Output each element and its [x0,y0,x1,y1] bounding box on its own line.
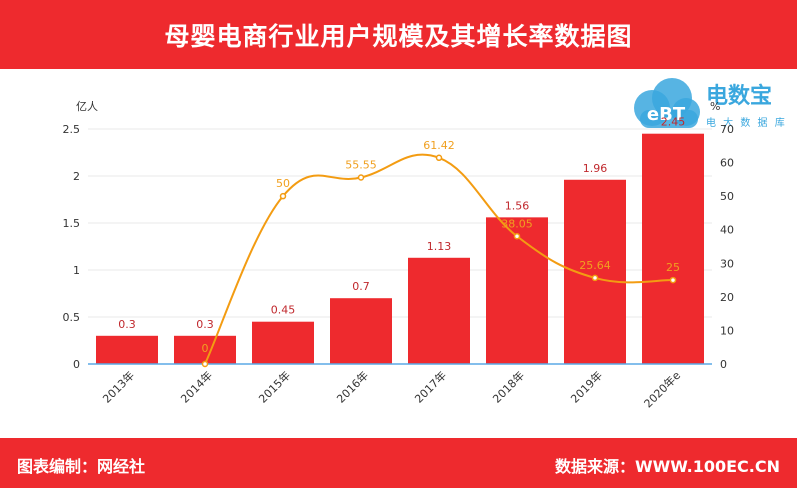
logo-name: 电数宝 [706,84,773,109]
title-banner: 母婴电商行业用户规模及其增长率数据图 [0,0,797,69]
right-tick-label: 10 [720,324,734,337]
bar [330,298,392,364]
category-label: 2013年 [100,368,137,405]
chart: 0 0.5 1 1.5 2 2.5 0 10 20 30 40 50 60 70 亿人 % 0.3 0.3 0.45… [63,100,735,410]
category-label: 2019年 [568,368,605,405]
bar-value-label: 0.45 [271,304,296,317]
growth-rate-label: 25 [666,261,680,274]
growth-rate-point [669,276,677,284]
growth-rate-point [357,174,365,181]
logo-subtitle: 电 大 数 据 库 [706,118,787,129]
bar [486,217,548,364]
left-axis-unit: 亿人 [76,100,98,113]
logo: eBT 电数宝 电 大 数 据 库 [626,74,796,136]
right-axis-unit: % [710,100,720,113]
right-tick-label: 40 [720,224,734,237]
left-tick-label: 0 [73,358,80,371]
bar-value-label: 1.96 [583,162,608,175]
left-tick-label: 1.5 [63,217,81,230]
left-tick-label: 0.5 [63,311,81,324]
chart-title: 母婴电商行业用户规模及其增长率数据图 [164,21,633,51]
footer-source: 数据来源：WWW.100EC.CN [554,457,780,476]
category-label: 2020年e [641,368,683,410]
growth-rate-point [435,154,443,162]
right-tick-label: 70 [720,123,734,136]
category-label: 2014年 [178,368,215,405]
right-tick-label: 20 [720,291,734,304]
growth-rate-point [513,233,521,240]
bar [642,133,704,364]
growth-rate-point [591,274,599,282]
cloud-logo-icon: eBT [634,78,700,128]
right-tick-label: 30 [720,257,734,270]
right-tick-label: 60 [720,157,734,170]
growth-rate-point [279,192,287,200]
right-tick-label: 50 [720,190,734,203]
growth-rate-label: 61.42 [423,139,455,152]
growth-rate-label: 38.05 [501,217,533,230]
left-tick-label: 2 [73,170,80,183]
logo-mark: eBT [647,104,686,125]
bar-value-label: 1.13 [427,240,452,253]
bar [174,335,236,364]
right-tick-label: 0 [720,358,727,371]
growth-rate-label: 55.55 [345,159,377,172]
bar-value-label: 0.3 [196,318,214,331]
category-label: 2018年 [490,368,527,405]
left-tick-label: 2.5 [63,123,81,136]
category-label: 2017年 [412,368,449,405]
growth-rate-label: 0 [202,342,209,355]
bar-value-label: 0.3 [118,318,136,331]
bar-value-label: 0.7 [352,280,370,293]
footer-credit: 图表编制：网经社 [17,457,146,476]
footer-banner: 图表编制：网经社 数据来源：WWW.100EC.CN [0,438,797,488]
left-tick-label: 1 [73,264,80,277]
bar [252,321,314,364]
bar [408,257,470,364]
bar-value-label: 1.56 [505,199,530,212]
category-label: 2015年 [256,368,293,405]
bar-value-label: 2.45 [661,116,686,129]
growth-rate-label: 25.64 [579,259,611,272]
growth-rate-line [204,153,674,365]
growth-rate-label: 50 [276,177,290,190]
category-label: 2016年 [334,368,371,405]
growth-rate-point [201,360,209,368]
bar [96,335,158,364]
